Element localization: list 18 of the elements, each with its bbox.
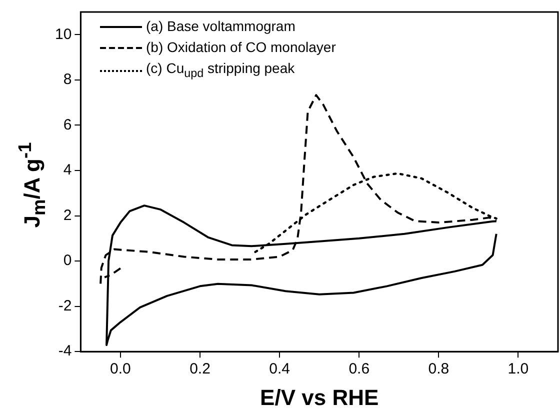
y-tick-label: 8 xyxy=(63,71,72,88)
y-tick-label: -2 xyxy=(58,297,72,314)
x-tick-label: 0.4 xyxy=(269,360,290,378)
x-tick-label: 0.6 xyxy=(348,360,370,378)
x-tick-label: 1.0 xyxy=(508,360,529,378)
x-axis-title: E/V vs RHE xyxy=(260,384,379,410)
x-tick-label: 0.2 xyxy=(190,360,210,378)
y-tick-label: 4 xyxy=(63,162,72,179)
y-tick-label: 2 xyxy=(63,206,72,224)
legend-label: (a) Base voltammogram xyxy=(146,17,296,36)
y-tick-label: -4 xyxy=(58,342,72,360)
y-tick-label: 6 xyxy=(63,116,72,134)
y-tick-label: 0 xyxy=(63,252,72,270)
legend-label: (c) Cu$_{upd}$ stripping peak xyxy=(146,59,295,82)
legend-label: (b) Oxidation of CO monolayer xyxy=(146,38,336,57)
y-tick-label: 10 xyxy=(54,26,72,43)
x-tick-label: 0.8 xyxy=(428,360,450,378)
x-tick-label: 0.0 xyxy=(110,360,131,378)
